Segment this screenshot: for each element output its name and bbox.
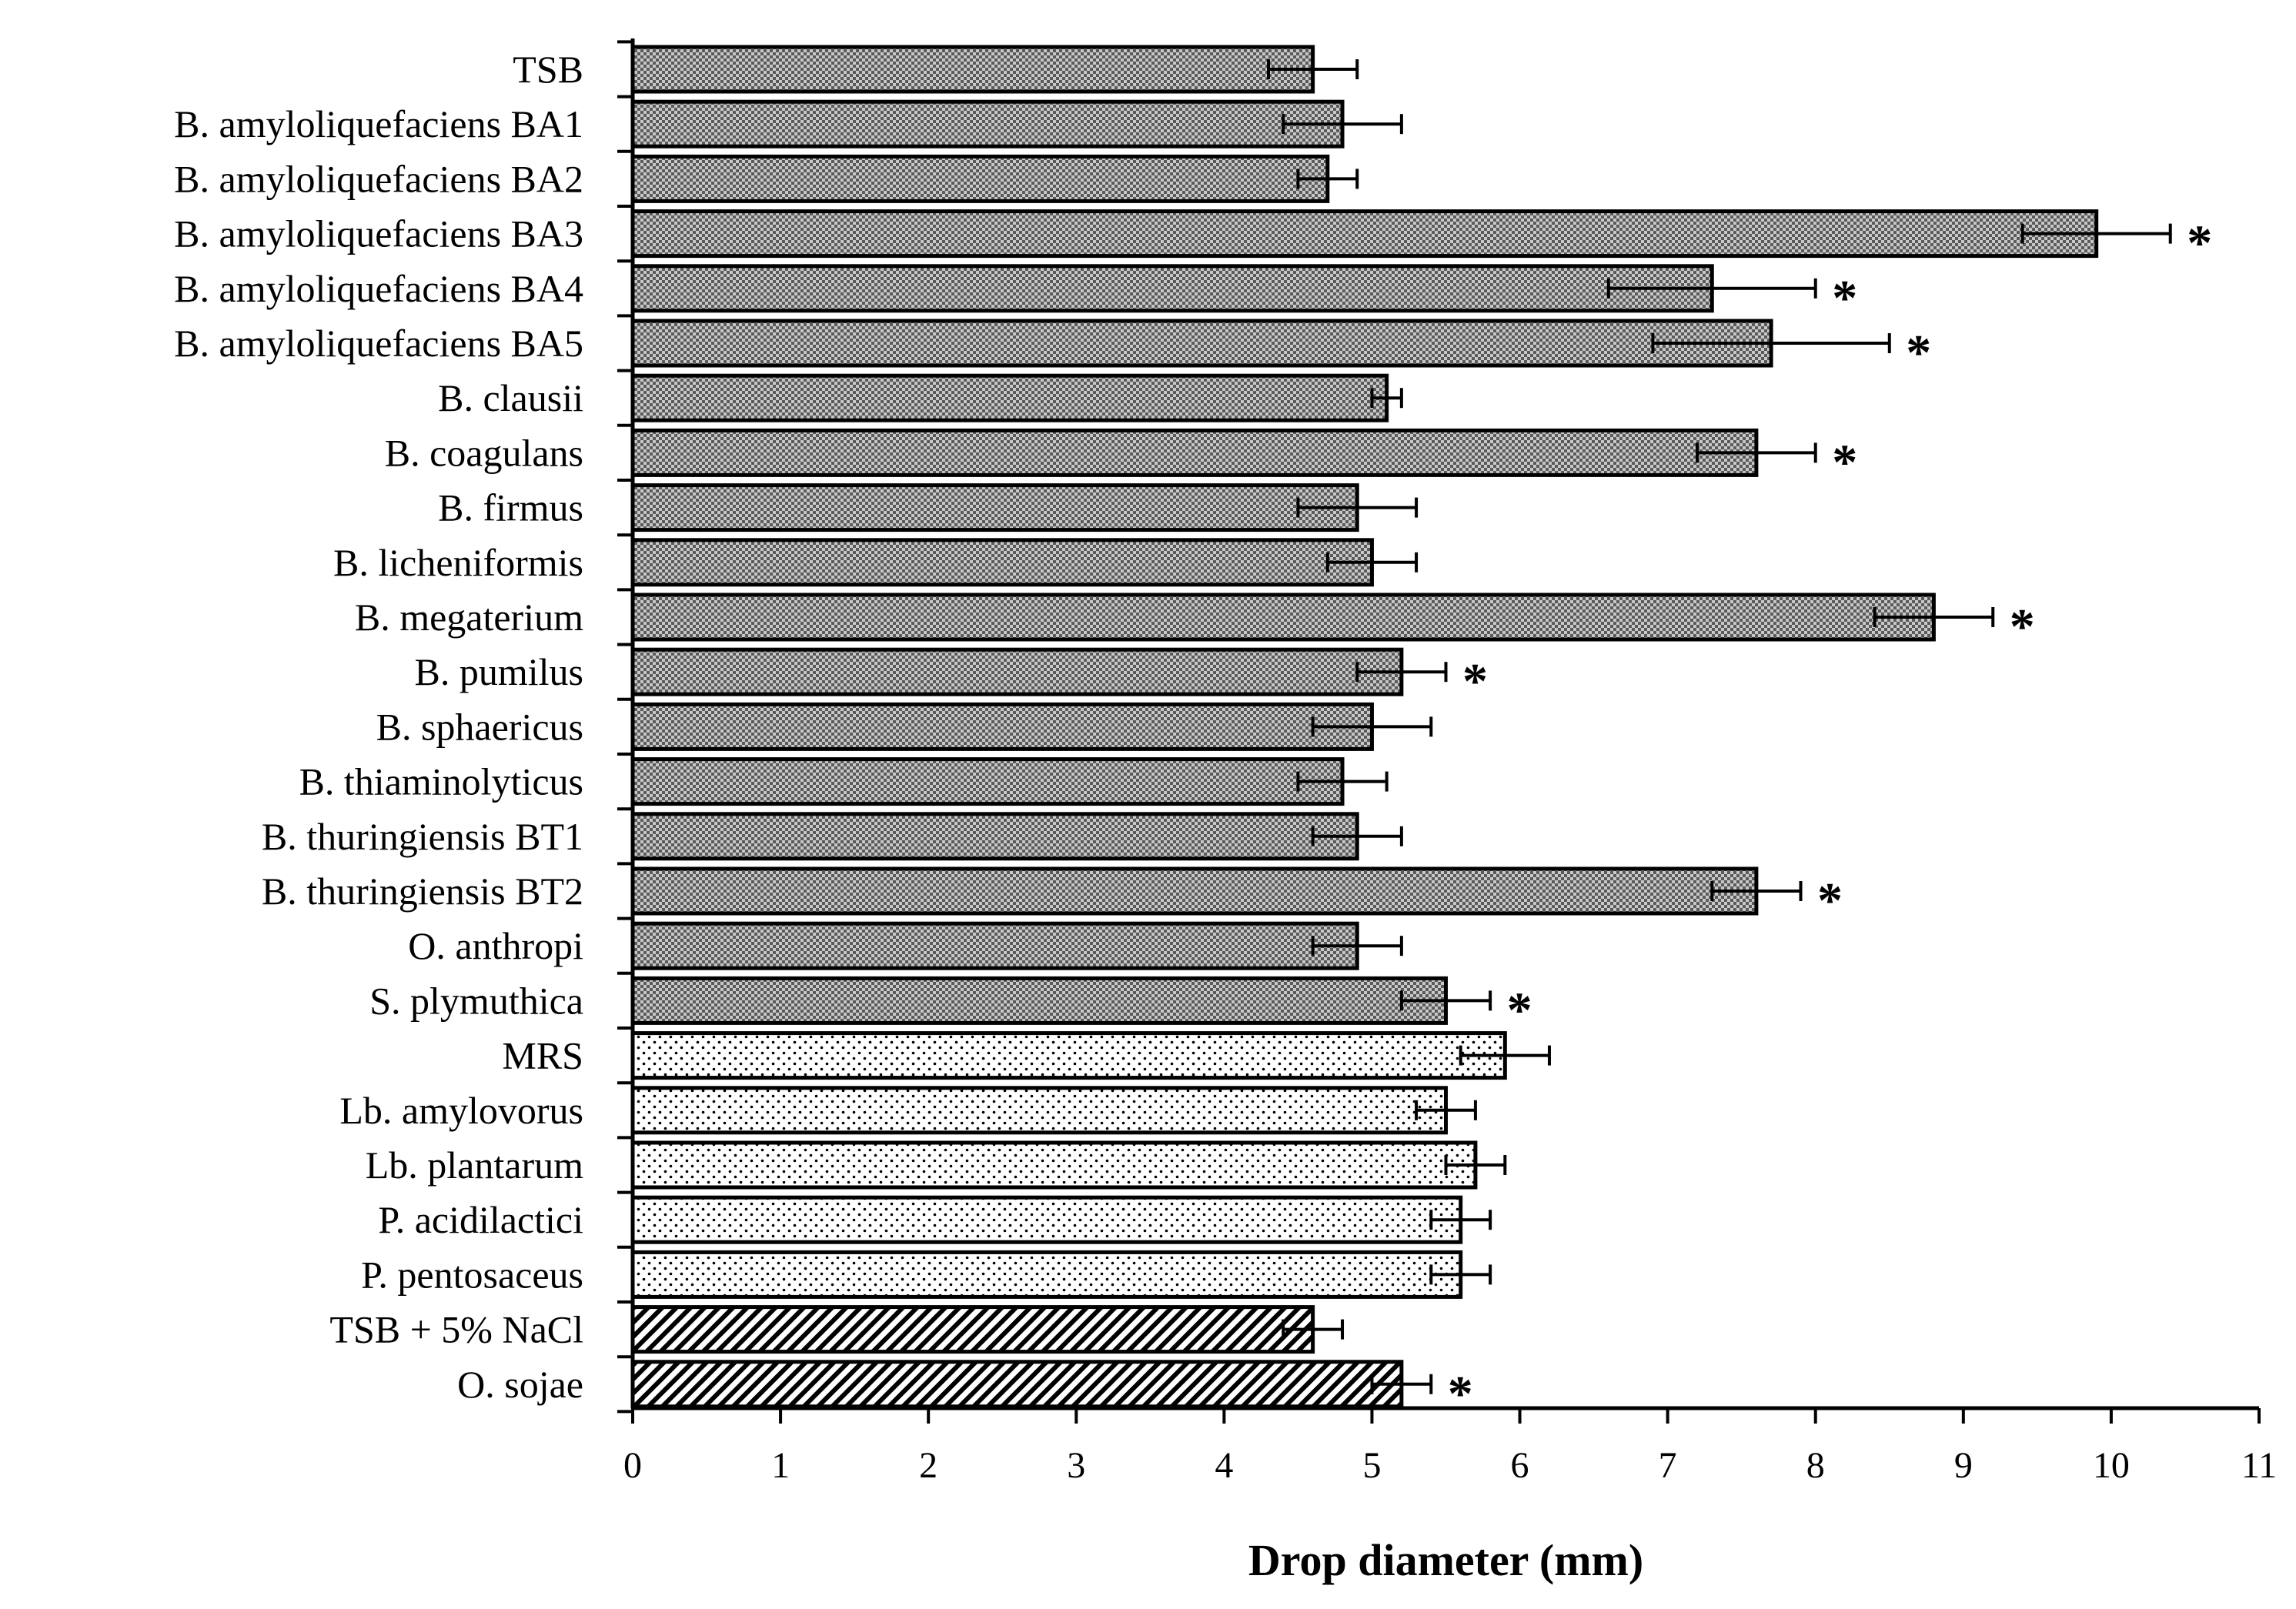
bar <box>630 757 1345 806</box>
bar <box>630 1086 1448 1135</box>
category-label: B. megaterium <box>355 596 583 639</box>
bar <box>630 319 1773 368</box>
category-label: B. amyloliquefaciens BA3 <box>174 212 583 255</box>
bar <box>630 264 1714 313</box>
bar <box>630 1360 1404 1409</box>
category-label: B. amyloliquefaciens BA2 <box>174 157 583 200</box>
category-label: B. amyloliquefaciens BA5 <box>174 322 583 365</box>
category-label: B. thuringiensis BT1 <box>262 815 583 858</box>
bar <box>630 1195 1463 1244</box>
bar <box>630 1250 1463 1299</box>
category-label: Lb. amylovorus <box>339 1089 583 1132</box>
significance-marker: * <box>2010 599 2035 655</box>
bar <box>630 1140 1478 1190</box>
bar <box>630 428 1759 477</box>
category-label: TSB + 5% NaCl <box>329 1308 583 1351</box>
bar <box>630 483 1359 532</box>
bar <box>630 209 2099 259</box>
x-tick-label: 11 <box>2241 1445 2277 1486</box>
category-label: B. firmus <box>438 486 583 529</box>
x-tick-label: 4 <box>1215 1445 1233 1486</box>
plot-area: TSB B. amyloliquefaciens BA1 B. amylolique… <box>174 38 2277 1486</box>
bar <box>630 593 1936 642</box>
significance-marker: * <box>1906 325 1931 381</box>
bar <box>630 99 1345 149</box>
category-label: O. sojae <box>457 1363 583 1406</box>
x-tick-label: 6 <box>1511 1445 1529 1486</box>
category-label: B. licheniformis <box>333 541 583 584</box>
bar <box>630 373 1389 422</box>
bar <box>630 1305 1315 1354</box>
x-tick-label: 5 <box>1362 1445 1381 1486</box>
bar <box>630 812 1359 861</box>
category-label: P. acidilactici <box>378 1198 583 1241</box>
x-tick-label: 9 <box>1954 1445 1973 1486</box>
x-tick-label: 3 <box>1067 1445 1085 1486</box>
significance-marker: * <box>1832 434 1857 490</box>
significance-marker: * <box>1448 1366 1473 1422</box>
category-label: B. amyloliquefaciens BA4 <box>174 267 583 310</box>
bar <box>630 702 1374 751</box>
category-label: B. pumilus <box>415 650 583 693</box>
x-tick-label: 1 <box>771 1445 790 1486</box>
category-label: B. sphaericus <box>376 705 583 748</box>
bar <box>630 647 1404 696</box>
x-tick-label: 2 <box>919 1445 937 1486</box>
category-label: B. clausii <box>438 376 583 419</box>
significance-marker: * <box>1832 270 1857 326</box>
significance-marker: * <box>2187 215 2212 272</box>
x-tick-label: 0 <box>623 1445 642 1486</box>
x-tick-label: 7 <box>1659 1445 1677 1486</box>
bar <box>630 538 1374 587</box>
bar <box>630 976 1448 1025</box>
category-label: P. pentosaceus <box>361 1253 583 1296</box>
category-label: TSB <box>513 48 583 91</box>
category-label: B. amyloliquefaciens BA1 <box>174 102 583 145</box>
bar <box>630 921 1359 970</box>
category-label: B. thuringiensis BT2 <box>262 870 583 913</box>
significance-marker: * <box>1507 982 1532 1038</box>
category-label: B. coagulans <box>385 431 583 474</box>
bar <box>630 45 1315 94</box>
category-label: S. plymuthica <box>369 979 583 1022</box>
significance-marker: * <box>1817 873 1843 929</box>
x-tick-label: 10 <box>2093 1445 2130 1486</box>
significance-marker: * <box>1462 653 1488 709</box>
bar <box>630 866 1759 916</box>
category-label: MRS <box>502 1034 583 1077</box>
x-tick-label: 8 <box>1806 1445 1825 1486</box>
bar <box>630 1031 1507 1080</box>
category-label: O. anthropi <box>408 924 583 967</box>
category-label: B. thiaminolyticus <box>299 760 583 803</box>
x-axis-title: Drop diameter (mm) <box>1248 1535 1643 1585</box>
category-label: Lb. plantarum <box>366 1143 583 1187</box>
bar <box>630 154 1330 203</box>
